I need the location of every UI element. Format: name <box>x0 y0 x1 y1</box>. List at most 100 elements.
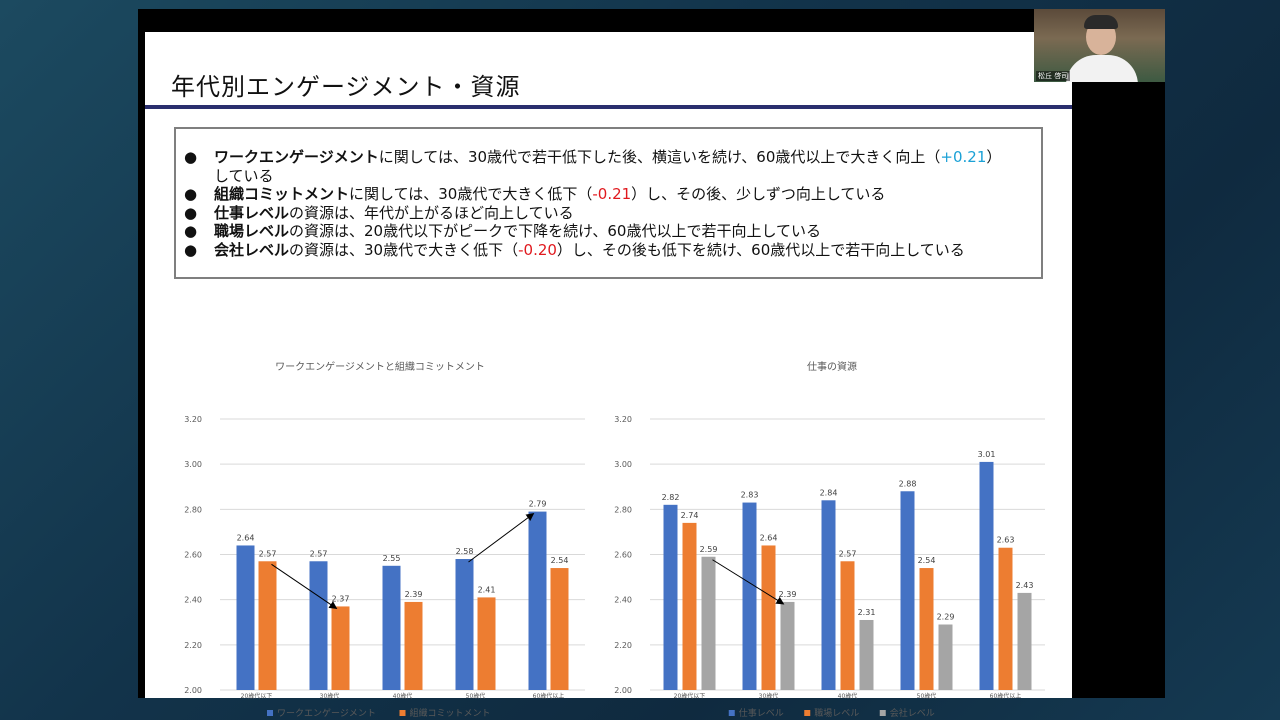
bar <box>682 522 697 690</box>
y-tick-label: 2.60 <box>184 551 202 560</box>
bar <box>780 601 795 690</box>
bar <box>859 619 874 690</box>
participant-body <box>1066 55 1138 82</box>
y-tick-label: 3.20 <box>614 415 632 424</box>
chart-title: 仕事の資源 <box>807 360 857 373</box>
bullet-dot: ● <box>184 148 198 166</box>
data-label: 2.31 <box>858 608 876 617</box>
y-tick-label: 2.40 <box>184 596 202 605</box>
bar <box>258 561 277 690</box>
bar <box>998 547 1013 690</box>
data-label: 2.57 <box>310 549 328 558</box>
x-tick-label: 60歳代以上 <box>990 692 1022 700</box>
y-tick-label: 2.20 <box>614 641 632 650</box>
bullet-dot: ● <box>184 185 198 203</box>
summary-box: ● ワークエンゲージメントに関しては、30歳代で若干低下した後、横這いを続け、6… <box>174 127 1043 279</box>
bar <box>840 561 855 690</box>
bar <box>938 624 953 690</box>
bullet-dot: ● <box>184 222 198 240</box>
highlight-value: -0.21 <box>592 185 632 203</box>
title-underline <box>145 105 1072 109</box>
data-label: 2.84 <box>820 488 838 497</box>
bar <box>455 559 474 690</box>
bar <box>550 568 569 690</box>
bar <box>477 597 496 690</box>
data-label: 2.57 <box>259 549 277 558</box>
bar <box>900 491 915 690</box>
legend-label: 会社レベル <box>890 707 935 719</box>
data-label: 2.74 <box>681 511 699 520</box>
participant-name-label: 松丘 啓司 <box>1036 71 1071 81</box>
data-label: 3.01 <box>978 450 996 459</box>
bullet-keyword: ワークエンゲージメント <box>214 148 379 166</box>
y-tick-label: 2.00 <box>184 686 202 695</box>
data-label: 2.79 <box>529 500 547 509</box>
data-label: 2.37 <box>332 594 350 603</box>
presentation-slide: 年代別エンゲージメント・資源 ● ワークエンゲージメントに関しては、30歳代で若… <box>145 32 1072 719</box>
data-label: 2.64 <box>237 533 255 542</box>
legend-swatch <box>804 710 811 716</box>
data-label: 2.29 <box>937 613 955 622</box>
legend-label: 仕事レベル <box>739 707 784 719</box>
data-label: 2.41 <box>478 585 496 594</box>
y-tick-label: 2.00 <box>614 686 632 695</box>
legend-label: 組織コミットメント <box>410 707 491 719</box>
y-tick-label: 2.80 <box>614 505 632 514</box>
bar <box>1017 592 1032 690</box>
data-label: 2.63 <box>997 536 1015 545</box>
bar <box>919 568 934 690</box>
bar <box>663 504 678 690</box>
data-label: 2.54 <box>918 556 936 565</box>
y-tick-label: 2.40 <box>614 596 632 605</box>
legend-label: ワークエンゲージメント <box>277 707 376 719</box>
legend-swatch <box>399 710 406 716</box>
highlight-value: -0.20 <box>518 241 557 259</box>
legend-swatch <box>728 710 735 716</box>
x-tick-label: 20歳代以下 <box>674 692 706 700</box>
bullet-dot: ● <box>184 204 198 222</box>
data-label: 2.64 <box>760 533 778 542</box>
x-tick-label: 50歳代 <box>917 692 937 700</box>
y-tick-label: 3.00 <box>184 460 202 469</box>
bullet-keyword: 会社レベル <box>214 241 290 259</box>
data-label: 2.43 <box>1016 581 1034 590</box>
bullet-keyword: 職場レベル <box>214 222 290 240</box>
chart-job-resources: 仕事の資源 2.00 2.20 2.40 2.60 2.80 3.00 3.20 2.822.7… <box>614 360 1045 719</box>
legend-swatch <box>879 710 886 716</box>
x-tick-label: 30歳代 <box>759 692 779 700</box>
x-tick-label: 50歳代 <box>466 692 486 700</box>
participant-hair <box>1084 15 1118 29</box>
bar <box>382 565 401 690</box>
y-tick-label: 2.60 <box>614 551 632 560</box>
trend-arrow <box>468 512 535 563</box>
bullet-keyword: 仕事レベル <box>214 204 290 222</box>
bar <box>742 502 757 690</box>
x-tick-label: 60歳代以上 <box>533 692 565 700</box>
slide-title: 年代別エンゲージメント・資源 <box>171 73 521 101</box>
bar <box>821 500 836 690</box>
legend-swatch <box>267 710 273 716</box>
bar <box>761 545 776 690</box>
data-label: 2.54 <box>551 556 569 565</box>
x-tick-label: 30歳代 <box>320 692 340 700</box>
y-tick-label: 3.20 <box>184 415 202 424</box>
bar <box>979 461 994 690</box>
participant-video[interactable]: 松丘 啓司 <box>1034 9 1165 82</box>
data-label: 2.55 <box>383 554 401 563</box>
chart-title: ワークエンゲージメントと組織コミットメント <box>275 360 485 373</box>
bar <box>528 511 547 690</box>
x-tick-label: 40歳代 <box>838 692 858 700</box>
bar <box>404 601 423 690</box>
bar <box>309 561 328 690</box>
y-tick-label: 2.20 <box>184 641 202 650</box>
data-label: 2.57 <box>839 549 857 558</box>
x-tick-label: 20歳代以下 <box>241 692 273 700</box>
chart-engagement-commitment: ワークエンゲージメントと組織コミットメント 2.00 2.20 2.40 2.60 2.8… <box>184 360 585 719</box>
legend-label: 職場レベル <box>814 707 859 719</box>
y-tick-label: 3.00 <box>614 460 632 469</box>
bar <box>331 606 350 690</box>
trend-arrow <box>712 559 785 605</box>
data-label: 2.83 <box>741 491 759 500</box>
x-tick-label: 40歳代 <box>393 692 413 700</box>
data-label: 2.39 <box>779 590 797 599</box>
